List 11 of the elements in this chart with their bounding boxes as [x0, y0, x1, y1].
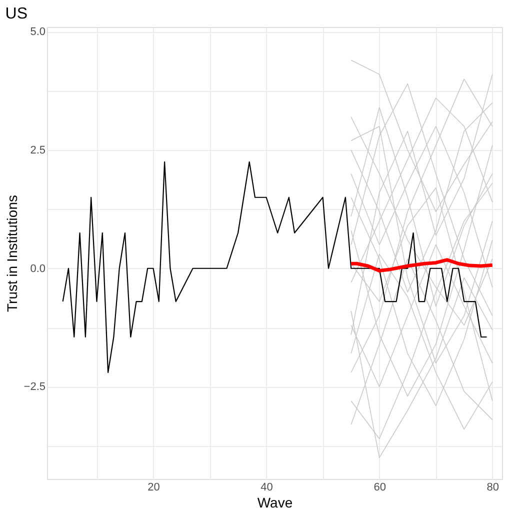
x-tick-label: 80: [486, 482, 500, 494]
y-tick-label: −2.5: [24, 381, 46, 394]
y-tick-label: 0.0: [30, 262, 46, 275]
x-tick-label: 20: [148, 482, 160, 494]
x-tick-label: 40: [260, 482, 273, 494]
chart-title: US: [5, 6, 28, 23]
x-axis-title: Wave: [257, 494, 293, 510]
y-tick-label: 2.5: [30, 144, 46, 157]
y-tick-label: 5.0: [30, 26, 46, 38]
x-tick-label: 60: [374, 482, 386, 494]
y-axis-title: Trust in Institutions: [4, 195, 20, 312]
